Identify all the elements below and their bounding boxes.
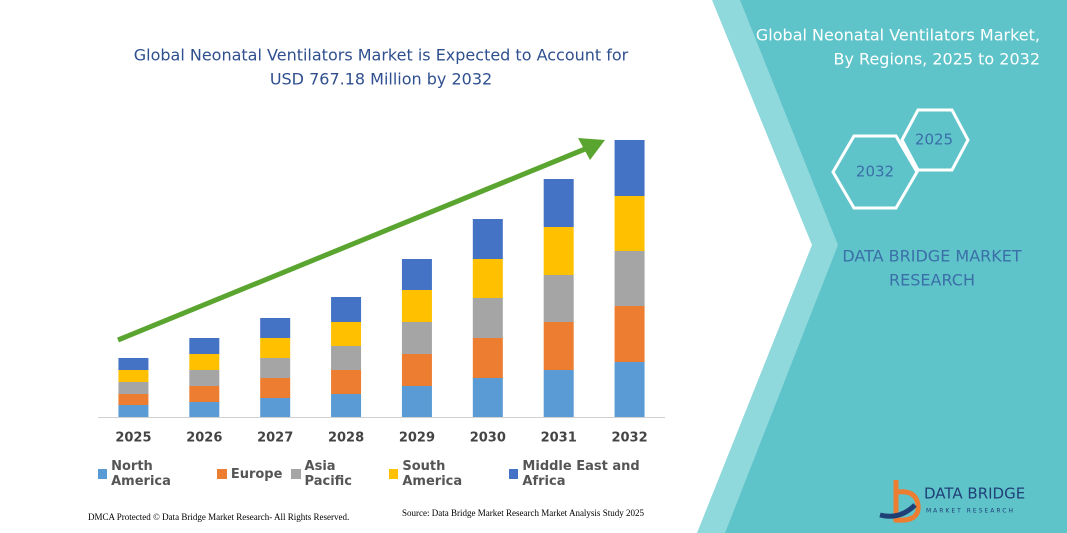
bar-segment (260, 318, 291, 338)
bar-segment (189, 370, 220, 386)
footer-source: Source: Data Bridge Market Research Mark… (402, 508, 644, 518)
bars: 2025 2026 2027 2028 2029 2030 2031 2032 (115, 140, 648, 446)
legend-label: Europe (230, 466, 283, 482)
bar-segment (543, 322, 574, 370)
bar-segment (331, 394, 362, 417)
bar-segment (118, 358, 149, 370)
logo-mark (893, 480, 921, 523)
brand: DATA BRIDGE MARKET (842, 247, 1022, 266)
bar-segment (331, 346, 362, 370)
legend-item: Middle East and Africa (509, 459, 673, 489)
bar-segment (614, 140, 645, 196)
x-tick-label: 2030 (470, 431, 506, 446)
x-tick-label: 2027 (257, 431, 293, 446)
trend-arrow (117, 144, 591, 343)
logo-name: DATA BRIDGE (924, 485, 1025, 503)
x-tick-label: 2031 (541, 431, 577, 446)
legend: North America Europe Asia Pacific South Ame… (98, 459, 673, 489)
legend-item: North America (98, 459, 208, 489)
bar-segment (401, 354, 432, 386)
bar-segment (118, 382, 149, 394)
x-tick-label: 2029 (399, 431, 435, 446)
legend-item: Europe (216, 459, 283, 489)
x-tick-label: 2028 (328, 431, 364, 446)
brand: RESEARCH (889, 271, 975, 290)
legend-label: Middle East and Africa (522, 459, 640, 489)
legend-label: North America (111, 459, 171, 489)
bar-segment (472, 259, 503, 298)
legend-swatch (389, 469, 399, 479)
bar-segment (189, 402, 220, 417)
trend-arrow-head (578, 138, 605, 160)
bar-segment (118, 394, 149, 405)
bar-segment (260, 338, 291, 358)
hexagon-label: 2025 (915, 131, 953, 149)
logo-tagline: MARKET RESEARCH (926, 508, 1015, 515)
legend-item: South America (389, 459, 500, 489)
x-tick-label: 2032 (611, 431, 647, 446)
legend-swatch (98, 469, 108, 479)
bar-segment (614, 306, 645, 362)
legend-item: Asia Pacific (291, 459, 380, 489)
legend-label: Asia Pacific (304, 459, 353, 489)
bar-segment (543, 179, 574, 227)
chart-title: USD 767.18 Million by 2032 (270, 70, 492, 89)
legend-swatch (216, 469, 227, 479)
bar-segment (189, 386, 220, 402)
hexagon (900, 108, 970, 172)
bar-segment (260, 358, 291, 378)
bar-segment (614, 196, 645, 251)
bar-segment (260, 398, 291, 417)
bar-segment (401, 290, 432, 322)
panel-fg (725, 0, 1067, 533)
panel-title: Global Neonatal Ventilators Market, (756, 26, 1040, 45)
bar-segment (472, 298, 503, 338)
bar-segment (401, 322, 432, 354)
bar-segment (543, 370, 574, 417)
bar-segment (189, 338, 220, 354)
bar-segment (472, 338, 503, 378)
legend-swatch (291, 469, 301, 479)
chart-title: Global Neonatal Ventilators Market is Ex… (134, 46, 629, 65)
legend-swatch (509, 469, 519, 479)
panel-title: By Regions, 2025 to 2032 (834, 50, 1040, 69)
bar-segment (543, 275, 574, 322)
bar-segment (331, 370, 362, 394)
bar-segment (543, 227, 574, 275)
bar-segment (118, 370, 149, 382)
bar-segment (401, 386, 432, 417)
bar-segment (331, 297, 362, 322)
bar-segment (118, 405, 149, 417)
bar-segment (614, 251, 645, 306)
bar-segment (614, 362, 645, 417)
bar-segment (472, 219, 503, 259)
x-tick-label: 2025 (115, 431, 151, 446)
bar-segment (401, 259, 432, 290)
bar-segment (331, 322, 362, 346)
hexagon (831, 134, 919, 210)
legend-label: South America (402, 459, 463, 489)
bar-segment (472, 378, 503, 417)
footer-dmca: DMCA Protected © Data Bridge Market Rese… (88, 512, 349, 522)
hexagon-label: 2032 (856, 163, 894, 181)
x-tick-label: 2026 (186, 431, 222, 446)
logo-mark (879, 503, 917, 519)
bar-segment (260, 378, 291, 398)
bar-segment (189, 354, 220, 370)
